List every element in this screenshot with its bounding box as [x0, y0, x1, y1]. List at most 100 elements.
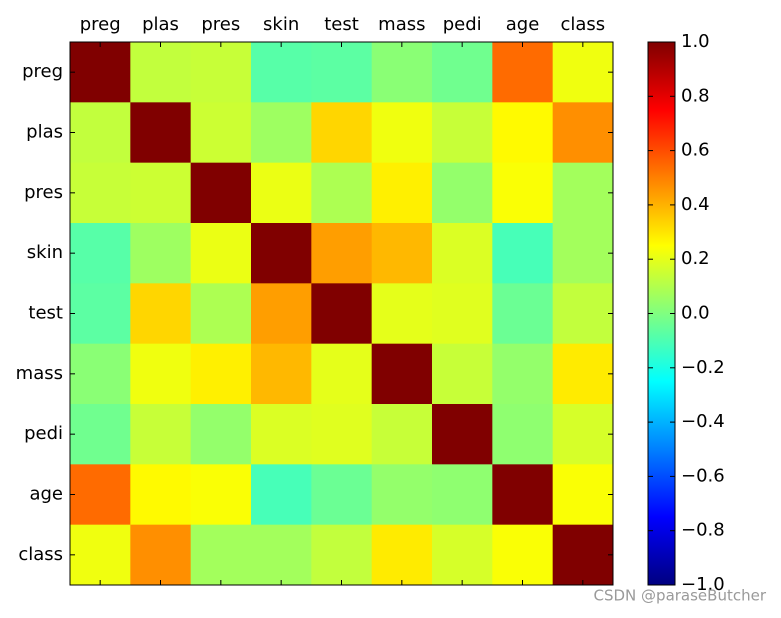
heatmap-cell	[371, 464, 433, 526]
heatmap-cell	[311, 464, 373, 526]
heatmap-cell	[552, 223, 614, 284]
colorbar-tick-label: 0.4	[681, 194, 710, 215]
colorbar-tick-label: −0.4	[681, 411, 725, 432]
x-tick-label: pedi	[443, 14, 482, 35]
heatmap-cell	[492, 524, 554, 586]
heatmap-cell	[70, 283, 131, 345]
heatmap-cell	[311, 42, 373, 103]
colorbar-tick-label: −0.8	[681, 520, 725, 541]
heatmap-cell	[432, 162, 493, 224]
heatmap-cell	[70, 102, 131, 164]
heatmap-cell	[371, 283, 433, 345]
heatmap-cell	[492, 162, 554, 224]
heatmap-cell	[432, 343, 493, 405]
heatmap-cell	[492, 343, 554, 405]
heatmap-cell	[251, 283, 312, 345]
heatmap-cell	[130, 223, 192, 284]
heatmap-cell	[311, 283, 373, 345]
heatmap-cell	[492, 42, 554, 103]
heatmap-cell	[130, 343, 192, 405]
heatmap-cell	[492, 102, 554, 164]
heatmap-cell	[190, 464, 252, 526]
x-tick-label: plas	[142, 14, 179, 35]
heatmap-cell	[130, 283, 192, 345]
heatmap-cell	[251, 42, 312, 103]
colorbar-tick-label: 0.2	[681, 248, 710, 269]
heatmap-cell	[432, 42, 493, 103]
heatmap-cell	[70, 404, 131, 465]
heatmap-cell	[432, 464, 493, 526]
heatmap-cell	[492, 283, 554, 345]
heatmap-cell	[130, 464, 192, 526]
y-tick-label: age	[29, 484, 63, 505]
heatmap-cell	[251, 404, 312, 465]
heatmap-cell	[190, 162, 252, 224]
heatmap-cell	[552, 524, 614, 586]
heatmap-cell	[311, 343, 373, 405]
y-tick-label: class	[18, 544, 63, 565]
heatmap-cell	[371, 223, 433, 284]
y-tick-label: pres	[24, 182, 63, 203]
heatmap-cell	[492, 404, 554, 465]
heatmap-cell	[432, 524, 493, 586]
heatmap-cell	[552, 404, 614, 465]
x-tick-label: skin	[263, 14, 299, 35]
heatmap-cell	[552, 42, 614, 103]
heatmap-cell	[190, 283, 252, 345]
colorbar-tick-label: −0.6	[681, 465, 725, 486]
y-tick-label: preg	[22, 61, 63, 82]
x-tick-label: preg	[80, 14, 121, 35]
heatmap-cell	[130, 102, 192, 164]
heatmap-cell	[371, 162, 433, 224]
heatmap-cell	[70, 464, 131, 526]
heatmap-cell	[311, 404, 373, 465]
x-tick-label: pres	[201, 14, 240, 35]
y-tick-label: test	[28, 303, 63, 324]
colorbar-tick-label: 1.0	[681, 31, 710, 52]
heatmap-cell	[190, 223, 252, 284]
colorbar-tick-label: −1.0	[681, 574, 725, 595]
heatmap-cell	[371, 404, 433, 465]
heatmap-cell	[70, 162, 131, 224]
heatmap-cell	[190, 404, 252, 465]
heatmap-cell	[552, 343, 614, 405]
heatmap-cell	[130, 42, 192, 103]
y-tick-label: pedi	[24, 423, 63, 444]
heatmap-cell	[130, 162, 192, 224]
heatmap-cell	[371, 102, 433, 164]
heatmap-cell	[371, 343, 433, 405]
heatmap-cell	[432, 223, 493, 284]
heatmap-cell	[130, 404, 192, 465]
heatmap-cell	[190, 524, 252, 586]
heatmap-cell	[311, 223, 373, 284]
heatmap-cell	[552, 102, 614, 164]
heatmap-cell	[311, 524, 373, 586]
heatmap-cell	[190, 42, 252, 103]
heatmap-cell	[371, 42, 433, 103]
x-tick-label: class	[560, 14, 605, 35]
heatmap-cell	[70, 343, 131, 405]
heatmap-cell	[432, 283, 493, 345]
x-tick-label: age	[506, 14, 540, 35]
heatmap-cell	[251, 223, 312, 284]
colorbar-tick-label: 0.0	[681, 303, 710, 324]
heatmap-cell	[70, 42, 131, 103]
heatmap-cell	[311, 162, 373, 224]
heatmap-cell	[251, 162, 312, 224]
heatmap-cell	[552, 162, 614, 224]
heatmap-cell	[70, 223, 131, 284]
heatmap-cell	[130, 524, 192, 586]
y-tick-label: mass	[16, 363, 63, 384]
heatmap-cell	[492, 223, 554, 284]
colorbar-tick-label: −0.2	[681, 357, 725, 378]
heatmap-cell	[552, 283, 614, 345]
x-tick-label: test	[324, 14, 359, 35]
heatmap-cell	[311, 102, 373, 164]
heatmap-cell	[371, 524, 433, 586]
heatmap-cell	[70, 524, 131, 586]
colorbar-tick-label: 0.6	[681, 140, 710, 161]
watermark: CSDN @paraseButcher	[594, 587, 767, 605]
heatmap-cell	[190, 343, 252, 405]
heatmap-cell	[251, 464, 312, 526]
